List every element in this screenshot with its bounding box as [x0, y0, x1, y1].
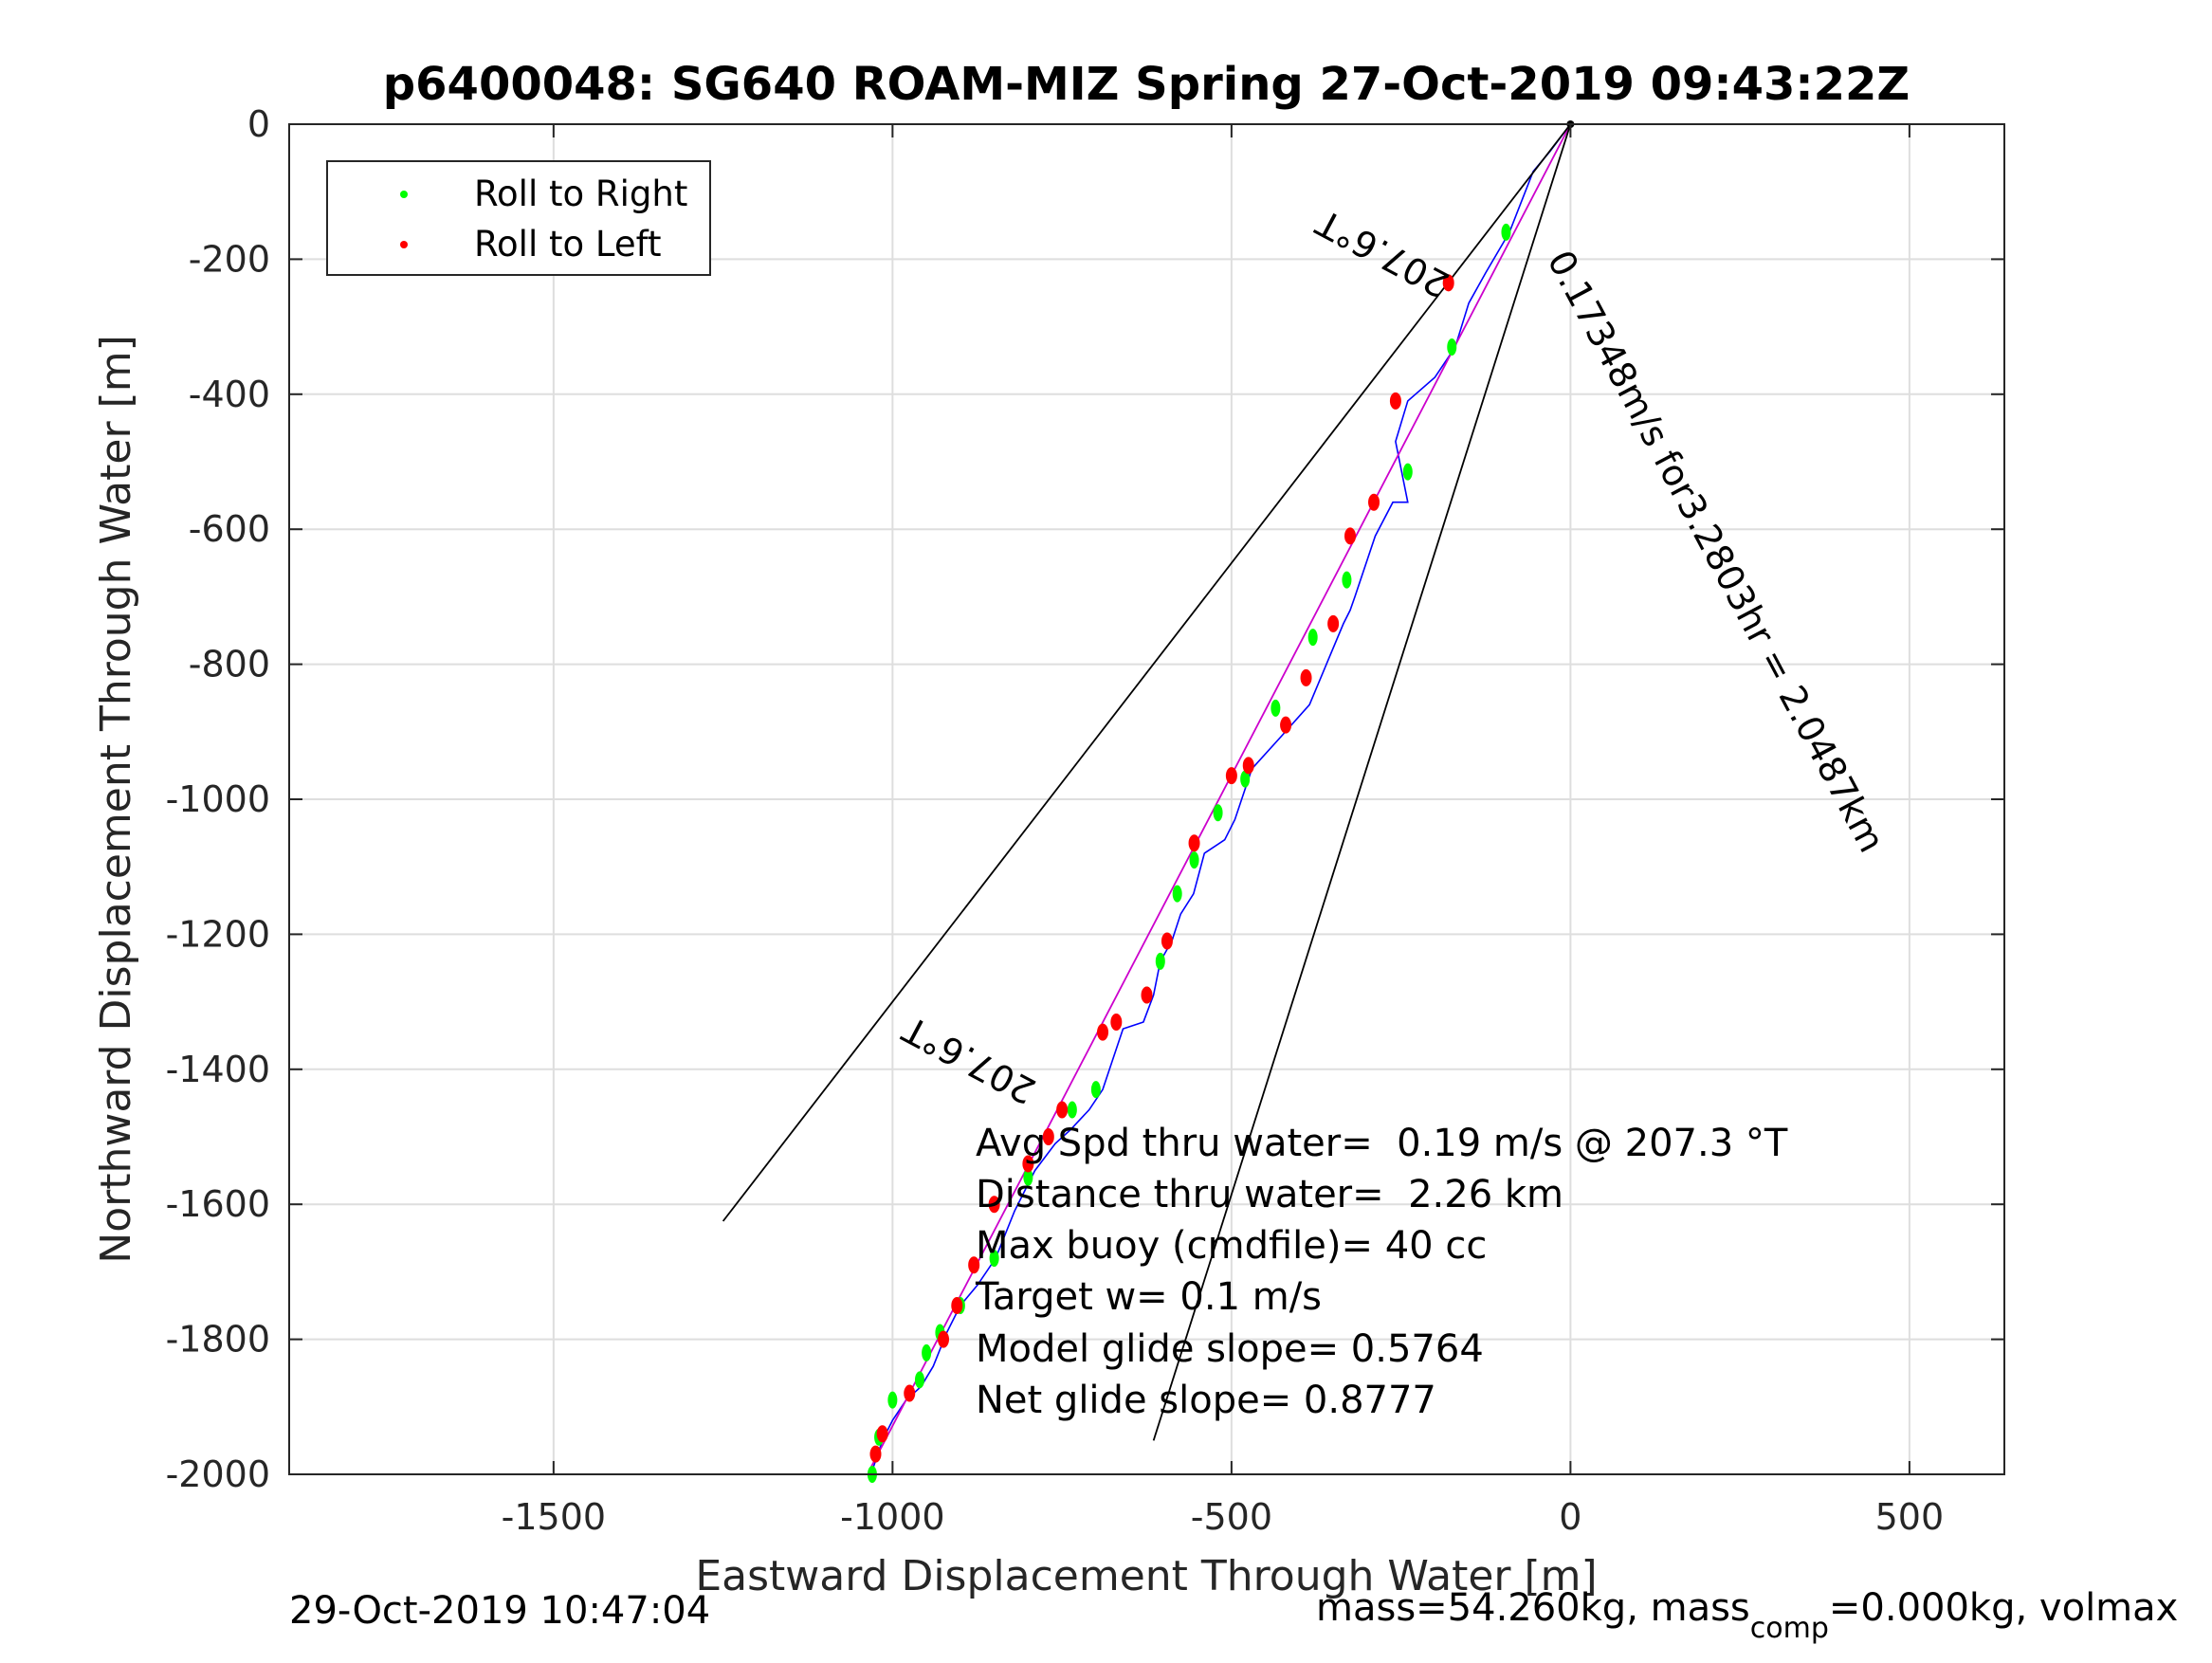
y-tick-label: -200 — [189, 238, 270, 280]
wedge-left-line — [722, 123, 1572, 1222]
x-tick-label: 0 — [1559, 1496, 1581, 1538]
roll-left-marker — [1022, 1155, 1034, 1173]
data-layer — [722, 120, 1575, 1483]
x-tick-label: -500 — [1191, 1496, 1272, 1538]
legend-marker-roll-right — [400, 191, 408, 198]
footer-mass-info: mass=54.260kg, masscomp=0.000kg, volmax — [1316, 1586, 2178, 1645]
footer-timestamp: 29-Oct-2019 10:47:04 — [289, 1589, 710, 1633]
footer-mass-subscript: comp — [1750, 1612, 1829, 1645]
roll-right-marker — [1213, 804, 1223, 822]
roll-left-marker — [1141, 986, 1153, 1004]
chart-title: p6400048: SG640 ROAM-MIZ Spring 27-Oct-2… — [383, 58, 1910, 111]
x-tick-label: 500 — [1875, 1496, 1945, 1538]
y-tick-label: -800 — [189, 644, 270, 685]
stat-max-buoy: Max buoy (cmdfile)= 40 cc — [976, 1224, 1487, 1268]
stat-distance: Distance thru water= 2.26 km — [976, 1173, 1563, 1216]
roll-left-marker — [904, 1384, 916, 1402]
legend-label-roll-left: Roll to Left — [474, 224, 662, 265]
wedge-right-line — [1152, 123, 1572, 1441]
roll-right-marker — [922, 1343, 932, 1361]
legend-label-roll-right: Roll to Right — [474, 174, 687, 214]
y-tick-label: -600 — [189, 508, 270, 550]
roll-left-marker — [1225, 767, 1237, 785]
y-axis-label: Northward Displacement Through Water [m] — [92, 335, 140, 1263]
roll-right-marker — [887, 1391, 898, 1409]
y-tick-label: -1800 — [166, 1319, 270, 1361]
y-tick-label: -2000 — [166, 1453, 270, 1495]
y-tick-label: -1400 — [166, 1049, 270, 1090]
y-tick-label: -1600 — [166, 1183, 270, 1225]
roll-left-marker — [1110, 1013, 1123, 1031]
legend: Roll to Right Roll to Left — [326, 160, 711, 276]
roll-right-marker — [1023, 1168, 1033, 1186]
stat-target-w: Target w= 0.1 m/s — [975, 1275, 1322, 1319]
roll-left-marker — [988, 1196, 1000, 1214]
roll-left-marker — [1300, 668, 1312, 686]
roll-right-marker — [1067, 1101, 1077, 1119]
roll-right-marker — [1189, 851, 1199, 869]
legend-marker-roll-left — [400, 241, 408, 248]
roll-left-marker — [1097, 1023, 1109, 1041]
roll-right-marker — [1402, 463, 1413, 481]
legend-box — [326, 160, 711, 276]
roll-left-marker — [1344, 527, 1357, 545]
roll-left-marker — [1042, 1128, 1054, 1145]
roll-right-marker — [1501, 223, 1511, 241]
roll-left-marker — [876, 1425, 888, 1443]
roll-right-marker — [1307, 629, 1318, 647]
roll-right-marker — [1271, 699, 1281, 717]
roll-left-marker — [1368, 493, 1380, 511]
roll-left-marker — [1056, 1101, 1069, 1119]
roll-left-marker — [968, 1256, 980, 1274]
footer-mass-suffix: =0.000kg, volmax — [1829, 1586, 2178, 1630]
x-axis-label: Eastward Displacement Through Water [m] — [695, 1552, 1597, 1600]
roll-left-marker — [1389, 392, 1401, 410]
roll-right-marker — [1342, 571, 1352, 589]
footer-mass-prefix: mass=54.260kg, mass — [1316, 1586, 1750, 1630]
roll-left-marker — [1161, 932, 1173, 950]
y-tick-label: -400 — [189, 374, 270, 415]
ticks: -1500 -1000 -500 0 500 0 -200 -400 -600 -800 -1000… — [166, 103, 2004, 1538]
roll-right-marker — [1155, 952, 1165, 970]
y-tick-label: 0 — [247, 103, 270, 145]
roll-right-marker — [1447, 338, 1457, 356]
y-tick-label: -1200 — [166, 913, 270, 955]
x-tick-label: -1000 — [840, 1496, 944, 1538]
roll-left-marker — [1280, 716, 1292, 734]
stat-model-glide-slope: Model glide slope= 0.5764 — [976, 1327, 1484, 1371]
grid — [289, 123, 2004, 1475]
stat-avg-speed: Avg Spd thru water= 0.19 m/s @ 207.3 °T — [976, 1122, 1788, 1165]
roll-left-marker — [869, 1445, 882, 1463]
roll-right-marker — [1172, 885, 1182, 903]
roll-left-marker — [951, 1297, 963, 1314]
roll-left-marker — [1327, 614, 1340, 632]
roll-right-marker — [914, 1371, 924, 1389]
roll-right-marker — [1090, 1081, 1101, 1099]
roll-left-marker — [1242, 757, 1254, 775]
roll-left-marker — [1188, 834, 1200, 852]
roll-right-marker — [1240, 770, 1251, 788]
roll-left-marker — [1442, 274, 1454, 292]
y-tick-label: -1000 — [166, 778, 270, 820]
roll-left-marker — [937, 1330, 949, 1348]
roll-right-marker — [989, 1250, 999, 1268]
stats-block: Avg Spd thru water= 0.19 m/s @ 207.3 °T … — [975, 1122, 1788, 1422]
x-tick-label: -1500 — [502, 1496, 606, 1538]
stat-net-glide-slope: Net glide slope= 0.8777 — [976, 1379, 1436, 1422]
